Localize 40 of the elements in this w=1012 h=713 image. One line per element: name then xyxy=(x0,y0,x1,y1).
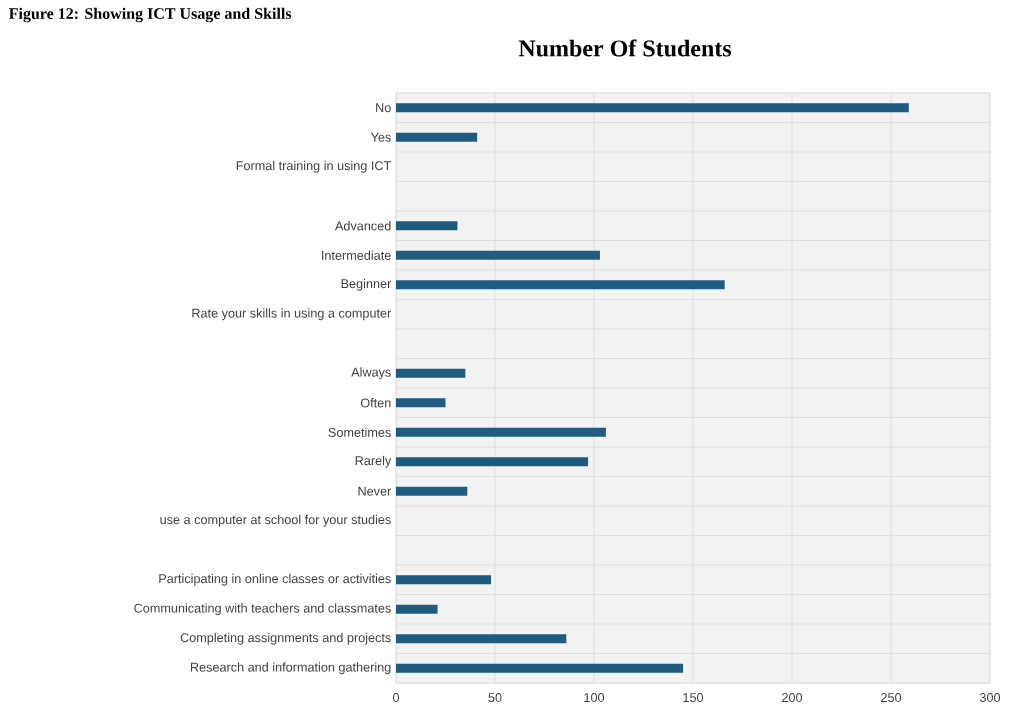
y-tick-label: Completing assignments and projects xyxy=(180,632,391,645)
y-tick-label: Rate your skills in using a computer xyxy=(192,308,392,321)
bar xyxy=(396,457,589,467)
bar xyxy=(396,221,458,231)
y-tick-label: Never xyxy=(358,486,392,496)
chart-title: Number Of Students xyxy=(518,39,732,57)
y-tick-label: Beginner xyxy=(341,278,392,291)
x-tick-label: 100 xyxy=(584,693,605,703)
bar xyxy=(396,250,600,260)
y-tick-label: Rarely xyxy=(355,455,392,468)
y-tick-label: Research and information gathering xyxy=(190,662,391,675)
bar xyxy=(396,280,725,290)
y-tick-label: Formal training in using ICT xyxy=(236,160,391,173)
x-tick-label: 50 xyxy=(488,693,502,703)
x-tick-label: 200 xyxy=(782,693,803,703)
y-tick-label: Sometimes xyxy=(328,427,391,437)
bar xyxy=(396,132,478,142)
bar xyxy=(396,486,468,496)
x-tick-label: 0 xyxy=(392,693,400,703)
y-tick-label: Intermediate xyxy=(322,250,391,260)
bar xyxy=(396,427,606,437)
x-tick-label: 150 xyxy=(683,693,704,703)
y-tick-label: Participating in online classes or activities xyxy=(159,573,391,586)
y-tick-label: use a computer at school for your studies xyxy=(160,514,391,527)
y-tick-label: No xyxy=(376,103,391,113)
caption: Figure 12: Showing ICT Usage and Skills xyxy=(8,7,292,23)
y-tick-label: Often xyxy=(360,398,391,408)
y-tick-label: Yes xyxy=(370,132,391,142)
y-tick-label: Advanced xyxy=(334,221,391,231)
bar xyxy=(396,634,567,644)
bar xyxy=(396,398,446,408)
y-tick-label: Communicating with teachers and classmates xyxy=(134,603,391,616)
bar xyxy=(396,604,438,614)
bar xyxy=(396,368,466,378)
bar xyxy=(396,575,492,585)
x-tick-label: 300 xyxy=(979,693,1001,703)
x-tick-label: 250 xyxy=(881,693,902,703)
bar xyxy=(396,103,909,113)
y-tick-label: Always xyxy=(351,367,391,380)
bar xyxy=(396,663,684,673)
